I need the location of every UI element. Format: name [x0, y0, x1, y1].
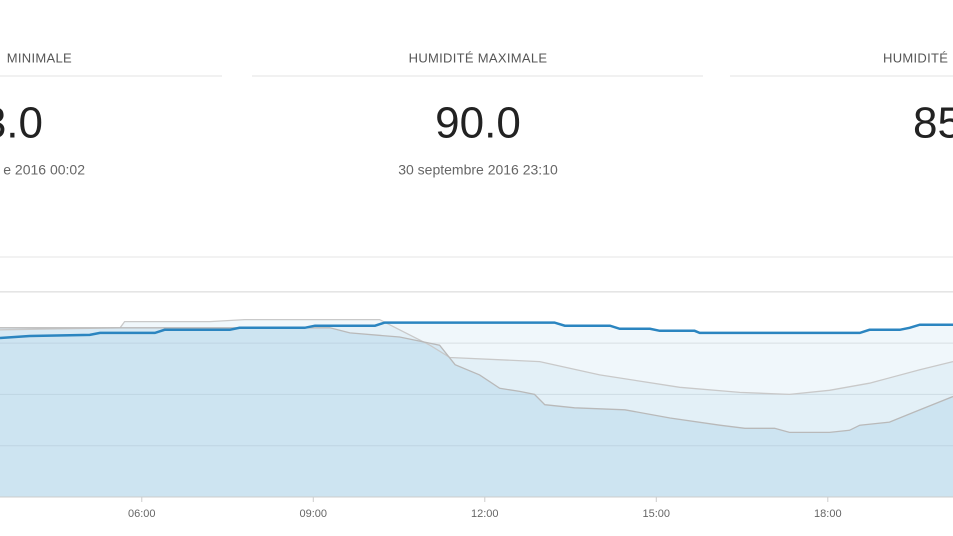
x-tick-label: 06:00	[128, 508, 156, 520]
card-date: 30 septembre 2016 23:10	[398, 162, 558, 178]
card-date: e 2016 00:02	[3, 162, 85, 178]
x-tick-label: 18:00	[814, 508, 842, 520]
card-value: 90.0	[435, 99, 521, 148]
x-tick-label: 15:00	[643, 508, 671, 520]
card-title: MINIMALE	[7, 50, 72, 65]
card-title: HUMIDITÉ	[883, 50, 948, 65]
area	[0, 322, 953, 497]
card: HUMIDITÉ MAXIMALE 90.0 30 septembre 2016…	[252, 50, 703, 178]
area	[0, 319, 953, 497]
x-tick-label: 12:00	[471, 508, 499, 520]
card-title: HUMIDITÉ MAXIMALE	[409, 50, 548, 65]
line	[0, 318, 953, 396]
area	[0, 327, 953, 497]
card-value: 3.0	[0, 99, 43, 148]
card: MINIMALE 3.0 e 2016 00:02	[0, 50, 222, 178]
card-value: 85	[913, 99, 953, 148]
line	[0, 327, 953, 434]
x-tick-label: 09:00	[300, 508, 328, 520]
chart: 06:00 09:00 12:00 15:00 18:00	[0, 291, 953, 520]
line	[0, 321, 953, 340]
card: HUMIDITÉ 85	[730, 50, 953, 148]
